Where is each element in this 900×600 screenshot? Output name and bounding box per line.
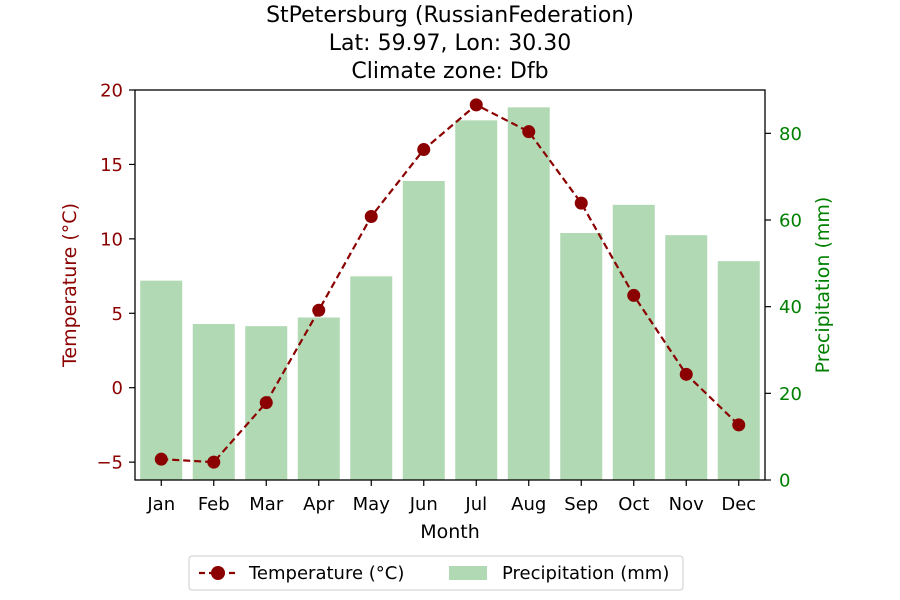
month-tick-label: Feb: [198, 494, 230, 515]
month-tick-label: Jun: [409, 494, 438, 515]
temperature-tick-label: 15: [100, 155, 123, 176]
temperature-point-oct: [627, 288, 641, 302]
precipitation-bar-nov: [665, 235, 708, 480]
title-line-location: StPetersburg (RussianFederation): [266, 3, 634, 28]
temperature-point-mar: [259, 396, 273, 410]
month-tick-label: Jan: [146, 494, 175, 515]
legend-precipitation-label: Precipitation (mm): [502, 563, 669, 584]
temperature-axis: −5 0 5 10 15 20: [96, 81, 135, 474]
temperature-tick-label: 5: [112, 304, 123, 325]
precipitation-bars: [140, 107, 760, 481]
precipitation-tick-label: 80: [779, 124, 802, 145]
temperature-point-jun: [417, 143, 431, 157]
month-tick-label: Jul: [464, 494, 487, 515]
temperature-tick-label: 20: [100, 81, 123, 102]
legend-temperature-label: Temperature (°C): [248, 563, 404, 584]
precipitation-bar-apr: [297, 317, 340, 480]
precipitation-tick-label: 60: [779, 211, 802, 232]
precipitation-bar-sep: [560, 233, 603, 480]
month-tick-label: Oct: [618, 494, 649, 515]
month-tick-label: Sep: [564, 494, 598, 515]
precipitation-bar-dec: [717, 261, 760, 480]
precipitation-bar-feb: [192, 324, 235, 480]
temperature-point-feb: [207, 455, 221, 469]
temperature-point-aug: [522, 125, 536, 139]
precipitation-tick-label: 0: [779, 471, 790, 492]
precipitation-bar-jun: [402, 181, 445, 480]
temperature-tick-label: 0: [112, 378, 123, 399]
precipitation-bar-aug: [507, 107, 550, 480]
temperature-point-sep: [574, 196, 588, 210]
precipitation-tick-label: 40: [779, 297, 802, 318]
precipitation-axis-label: Precipitation (mm): [812, 197, 834, 374]
title-line-coordinates: Lat: 59.97, Lon: 30.30: [329, 31, 571, 56]
temperature-series: [154, 98, 746, 469]
precipitation-bar-jul: [455, 120, 498, 480]
precipitation-bar-may: [350, 276, 393, 480]
temperature-point-may: [364, 210, 378, 224]
precipitation-bar-oct: [612, 204, 655, 481]
legend-box: [188, 555, 684, 591]
temperature-point-jul: [469, 98, 483, 112]
precipitation-axis: 0 20 40 60 80: [765, 124, 802, 492]
month-tick-label: Apr: [303, 494, 335, 515]
legend-temperature-marker: [211, 566, 225, 580]
month-tick-label: May: [353, 494, 391, 515]
month-tick-label: Dec: [721, 494, 756, 515]
temperature-point-nov: [679, 367, 693, 381]
temperature-line: [161, 103, 740, 464]
plot-frame: [134, 89, 766, 481]
temperature-tick-label: 10: [100, 229, 123, 250]
temperature-point-apr: [312, 303, 326, 317]
title-line-climate-zone: Climate zone: Dfb: [351, 59, 548, 84]
month-tick-label: Aug: [511, 494, 546, 515]
chart-title: StPetersburg (RussianFederation) Lat: 59…: [266, 3, 634, 84]
temperature-tick-label: −5: [96, 453, 123, 474]
precipitation-tick-label: 20: [779, 384, 802, 405]
temperature-axis-label: Temperature (°C): [59, 203, 81, 368]
month-tick-label: Mar: [249, 494, 284, 515]
month-axis: Jan Feb Mar Apr May Jun Jul Aug Sep Oct Nov Dec: [146, 480, 756, 515]
temperature-point-jan: [154, 452, 168, 466]
x-axis-label: Month: [420, 521, 480, 543]
month-tick-label: Nov: [669, 494, 704, 515]
legend: Temperature (°C) Precipitation (mm): [188, 555, 684, 591]
precipitation-bar-jan: [140, 280, 183, 480]
temperature-point-dec: [732, 418, 746, 432]
legend-precipitation-swatch: [449, 566, 487, 580]
